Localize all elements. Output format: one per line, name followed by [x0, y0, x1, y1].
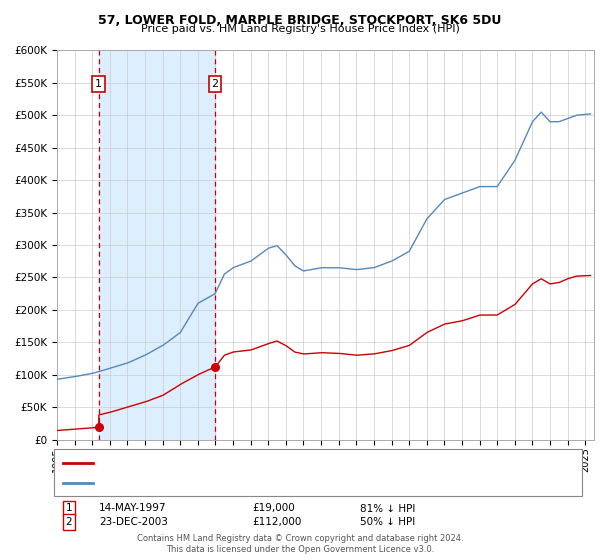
Text: 1: 1: [95, 79, 102, 89]
Text: £112,000: £112,000: [252, 517, 301, 527]
Text: £19,000: £19,000: [252, 503, 295, 514]
Text: 1: 1: [65, 503, 73, 514]
Text: 57, LOWER FOLD, MARPLE BRIDGE, STOCKPORT, SK6 5DU (detached house): 57, LOWER FOLD, MARPLE BRIDGE, STOCKPORT…: [99, 458, 472, 468]
Text: 2: 2: [212, 79, 218, 89]
Text: 23-DEC-2003: 23-DEC-2003: [99, 517, 168, 527]
Text: HPI: Average price, detached house, Stockport: HPI: Average price, detached house, Stoc…: [99, 478, 327, 488]
Text: 50% ↓ HPI: 50% ↓ HPI: [360, 517, 415, 527]
Text: 2: 2: [65, 517, 73, 527]
Text: 81% ↓ HPI: 81% ↓ HPI: [360, 503, 415, 514]
Text: 57, LOWER FOLD, MARPLE BRIDGE, STOCKPORT, SK6 5DU: 57, LOWER FOLD, MARPLE BRIDGE, STOCKPORT…: [98, 14, 502, 27]
Text: 14-MAY-1997: 14-MAY-1997: [99, 503, 167, 514]
Text: Price paid vs. HM Land Registry's House Price Index (HPI): Price paid vs. HM Land Registry's House …: [140, 24, 460, 34]
Text: This data is licensed under the Open Government Licence v3.0.: This data is licensed under the Open Gov…: [166, 545, 434, 554]
Text: Contains HM Land Registry data © Crown copyright and database right 2024.: Contains HM Land Registry data © Crown c…: [137, 534, 463, 543]
